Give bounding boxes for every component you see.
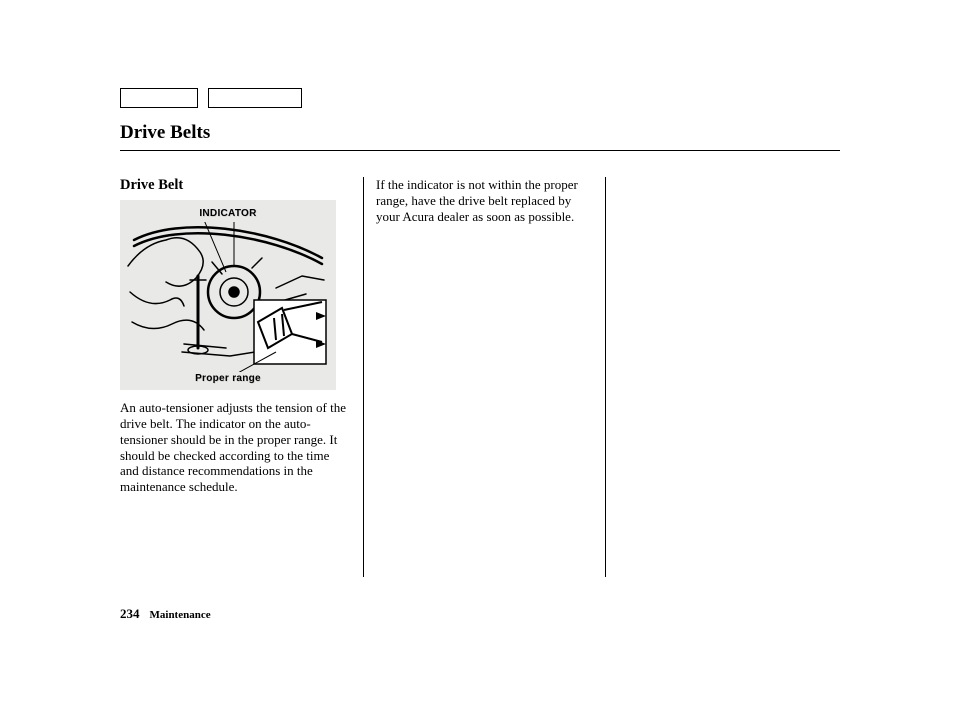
column2-body: If the indicator is not within the prope…	[376, 177, 593, 225]
page-title: Drive Belts	[120, 122, 840, 150]
column-2: If the indicator is not within the prope…	[363, 177, 606, 577]
columns: Drive Belt INDICATOR	[120, 177, 840, 577]
header-box-a[interactable]	[120, 88, 198, 108]
figure-label-proper-range: Proper range	[120, 373, 336, 384]
header-box-b[interactable]	[208, 88, 302, 108]
drive-belt-figure: INDICATOR	[120, 200, 336, 390]
column-1: Drive Belt INDICATOR	[120, 177, 363, 577]
title-rule	[120, 150, 840, 151]
drive-belt-diagram	[126, 222, 330, 372]
section-name: Maintenance	[150, 609, 211, 621]
header-link-boxes	[120, 88, 840, 108]
column1-subtitle: Drive Belt	[120, 177, 349, 194]
column-3	[606, 177, 840, 577]
figure-label-indicator: INDICATOR	[120, 208, 336, 219]
page-footer: 234 Maintenance	[120, 605, 211, 623]
manual-page: Drive Belts Drive Belt INDICATOR	[120, 88, 840, 577]
column1-body: An auto-tensioner adjusts the tension of…	[120, 400, 349, 495]
page-number: 234	[120, 606, 140, 621]
